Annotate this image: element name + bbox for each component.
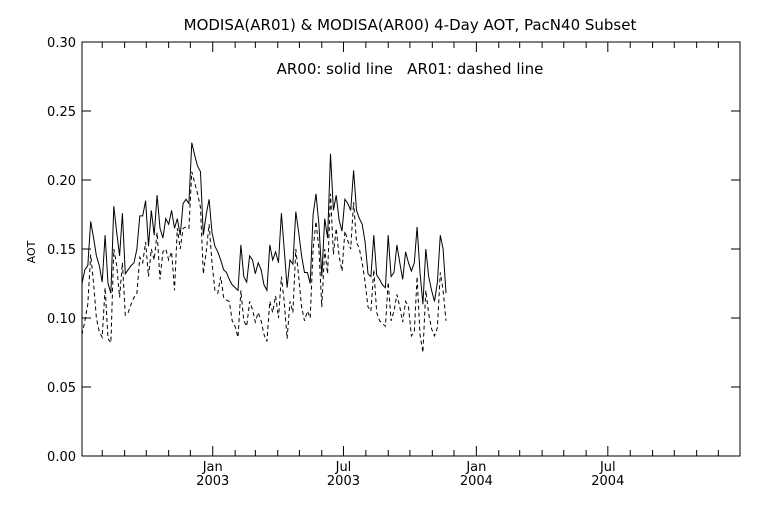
y-tick-label: 0.25 bbox=[47, 105, 76, 120]
x-tick-label-year: 2003 bbox=[327, 474, 360, 489]
x-tick-label-month: Jul bbox=[335, 460, 352, 475]
line-style-annotation: AR00: solid line AR01: dashed line bbox=[277, 60, 544, 78]
y-tick-label: 0.15 bbox=[47, 243, 76, 258]
chart-title: MODISA(AR01) & MODISA(AR00) 4-Day AOT, P… bbox=[184, 16, 637, 34]
x-tick-label-month: Jul bbox=[599, 460, 616, 475]
x-tick-label-month: Jan bbox=[202, 460, 223, 475]
x-tick-label-year: 2004 bbox=[591, 474, 624, 489]
y-axis-label: AOT bbox=[25, 240, 38, 263]
x-tick-label-year: 2003 bbox=[196, 474, 229, 489]
series-line-ar01 bbox=[81, 171, 447, 353]
y-tick-label: 0.10 bbox=[47, 312, 76, 327]
y-axis-ticks: 0.00 0.05 0.10 0.15 0.20 0.25 0.30 bbox=[47, 36, 740, 465]
y-tick-label: 0.30 bbox=[47, 36, 76, 51]
series-lines bbox=[81, 142, 447, 353]
y-tick-label: 0.20 bbox=[47, 174, 76, 189]
x-tick-label-month: Jan bbox=[465, 460, 486, 475]
series-line-ar00 bbox=[81, 142, 447, 305]
y-tick-label: 0.00 bbox=[47, 450, 76, 465]
x-tick-label-year: 2004 bbox=[460, 474, 493, 489]
y-tick-label: 0.05 bbox=[47, 381, 76, 396]
